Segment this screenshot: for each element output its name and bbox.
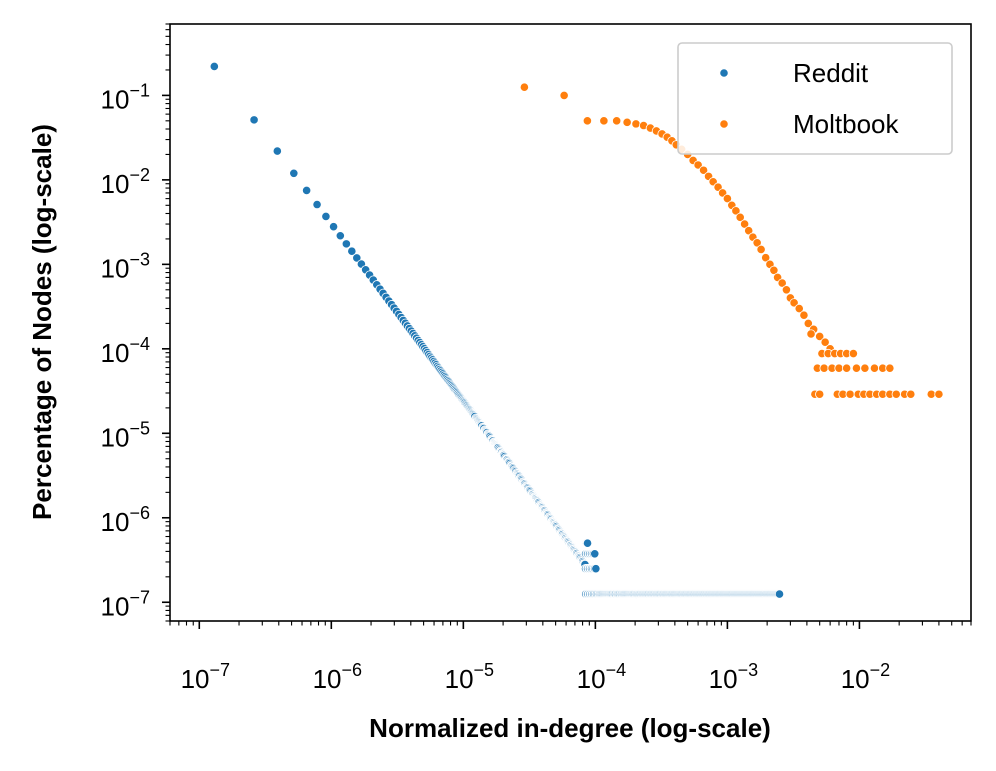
data-point-moltbook bbox=[756, 244, 766, 255]
y-tick-label: 10−1 bbox=[101, 80, 150, 114]
data-point-reddit bbox=[328, 222, 339, 232]
x-axis-title: Normalized in-degree (log-scale) bbox=[369, 713, 771, 743]
legend-box bbox=[677, 42, 953, 155]
data-point-reddit bbox=[249, 115, 259, 125]
legend-marker-reddit bbox=[719, 68, 729, 78]
data-point-moltbook bbox=[622, 117, 632, 127]
data-point-moltbook bbox=[803, 318, 813, 328]
points-layer bbox=[209, 61, 944, 599]
data-point-moltbook bbox=[834, 363, 844, 373]
data-point-reddit bbox=[774, 589, 785, 599]
data-point-reddit bbox=[272, 146, 282, 156]
data-point-moltbook bbox=[820, 337, 830, 347]
data-point-moltbook bbox=[761, 253, 771, 263]
data-point-moltbook bbox=[693, 160, 703, 170]
data-point-moltbook bbox=[740, 219, 750, 229]
data-point-reddit bbox=[352, 253, 362, 263]
data-point-moltbook bbox=[744, 226, 754, 236]
data-point-reddit bbox=[321, 211, 331, 221]
data-point-moltbook bbox=[860, 363, 870, 373]
data-point-moltbook bbox=[815, 389, 825, 399]
y-tick-label: 10−4 bbox=[101, 334, 150, 368]
data-point-moltbook bbox=[851, 363, 862, 373]
x-tick-label: 10−4 bbox=[577, 660, 626, 694]
data-point-moltbook bbox=[777, 278, 787, 288]
data-point-moltbook bbox=[794, 303, 804, 314]
x-tick-label: 10−7 bbox=[181, 660, 230, 694]
data-point-reddit bbox=[289, 168, 299, 178]
data-point-reddit bbox=[341, 239, 351, 249]
legend-label-moltbook: Moltbook bbox=[793, 109, 899, 139]
data-point-moltbook bbox=[612, 116, 622, 126]
y-tick-label: 10−3 bbox=[101, 249, 150, 283]
data-point-moltbook bbox=[752, 238, 762, 248]
data-point-moltbook bbox=[848, 348, 858, 359]
data-point-moltbook bbox=[781, 285, 792, 295]
data-point-moltbook bbox=[815, 331, 825, 342]
y-tick-label: 10−2 bbox=[101, 165, 150, 199]
data-point-moltbook bbox=[735, 212, 745, 222]
data-point-moltbook bbox=[698, 165, 709, 175]
data-point-moltbook bbox=[842, 363, 852, 373]
y-tick-label: 10−5 bbox=[101, 418, 150, 452]
data-point-reddit bbox=[591, 564, 601, 574]
x-tick-label: 10−6 bbox=[313, 660, 362, 694]
data-point-moltbook bbox=[599, 116, 609, 126]
y-tick-label: 10−6 bbox=[101, 503, 150, 537]
data-point-reddit bbox=[302, 185, 312, 196]
data-point-reddit bbox=[582, 538, 593, 548]
data-point-moltbook bbox=[885, 363, 895, 373]
data-point-moltbook bbox=[559, 90, 569, 100]
data-point-moltbook bbox=[869, 363, 880, 373]
tick-labels-layer: 10−7 10−6 10−5 10−4 10−3 10−2 10−7 10−6 10−5 10−4… bbox=[101, 80, 891, 694]
data-point-moltbook bbox=[934, 389, 944, 399]
data-point-reddit bbox=[590, 549, 600, 559]
data-point-moltbook bbox=[519, 82, 529, 92]
data-point-reddit bbox=[335, 231, 345, 241]
data-point-moltbook bbox=[806, 329, 816, 339]
data-point-moltbook bbox=[631, 119, 641, 129]
legend-label-reddit: Reddit bbox=[793, 58, 869, 88]
data-point-reddit bbox=[209, 61, 219, 72]
legend: Reddit Moltbook bbox=[677, 42, 953, 155]
legend-marker-moltbook bbox=[719, 119, 729, 129]
data-point-moltbook bbox=[906, 389, 916, 399]
data-point-moltbook bbox=[582, 116, 592, 126]
plot-frame bbox=[169, 23, 972, 622]
data-point-moltbook bbox=[926, 389, 936, 399]
data-point-reddit bbox=[347, 246, 357, 256]
data-point-moltbook bbox=[789, 298, 799, 308]
x-tick-label: 10−3 bbox=[709, 660, 758, 694]
data-point-moltbook bbox=[891, 389, 901, 399]
x-tick-label: 10−5 bbox=[445, 660, 494, 694]
data-point-moltbook bbox=[819, 363, 829, 373]
data-point-moltbook bbox=[722, 194, 733, 204]
data-point-moltbook bbox=[769, 265, 779, 275]
y-tick-label: 10−7 bbox=[101, 587, 150, 621]
data-point-moltbook bbox=[799, 310, 809, 320]
data-point-moltbook bbox=[731, 206, 741, 216]
ticks-layer bbox=[162, 23, 972, 629]
data-point-moltbook bbox=[845, 389, 855, 399]
y-axis-title: Percentage of Nodes (log-scale) bbox=[27, 124, 57, 520]
x-tick-label: 10−2 bbox=[841, 660, 890, 694]
data-point-reddit bbox=[312, 199, 322, 210]
